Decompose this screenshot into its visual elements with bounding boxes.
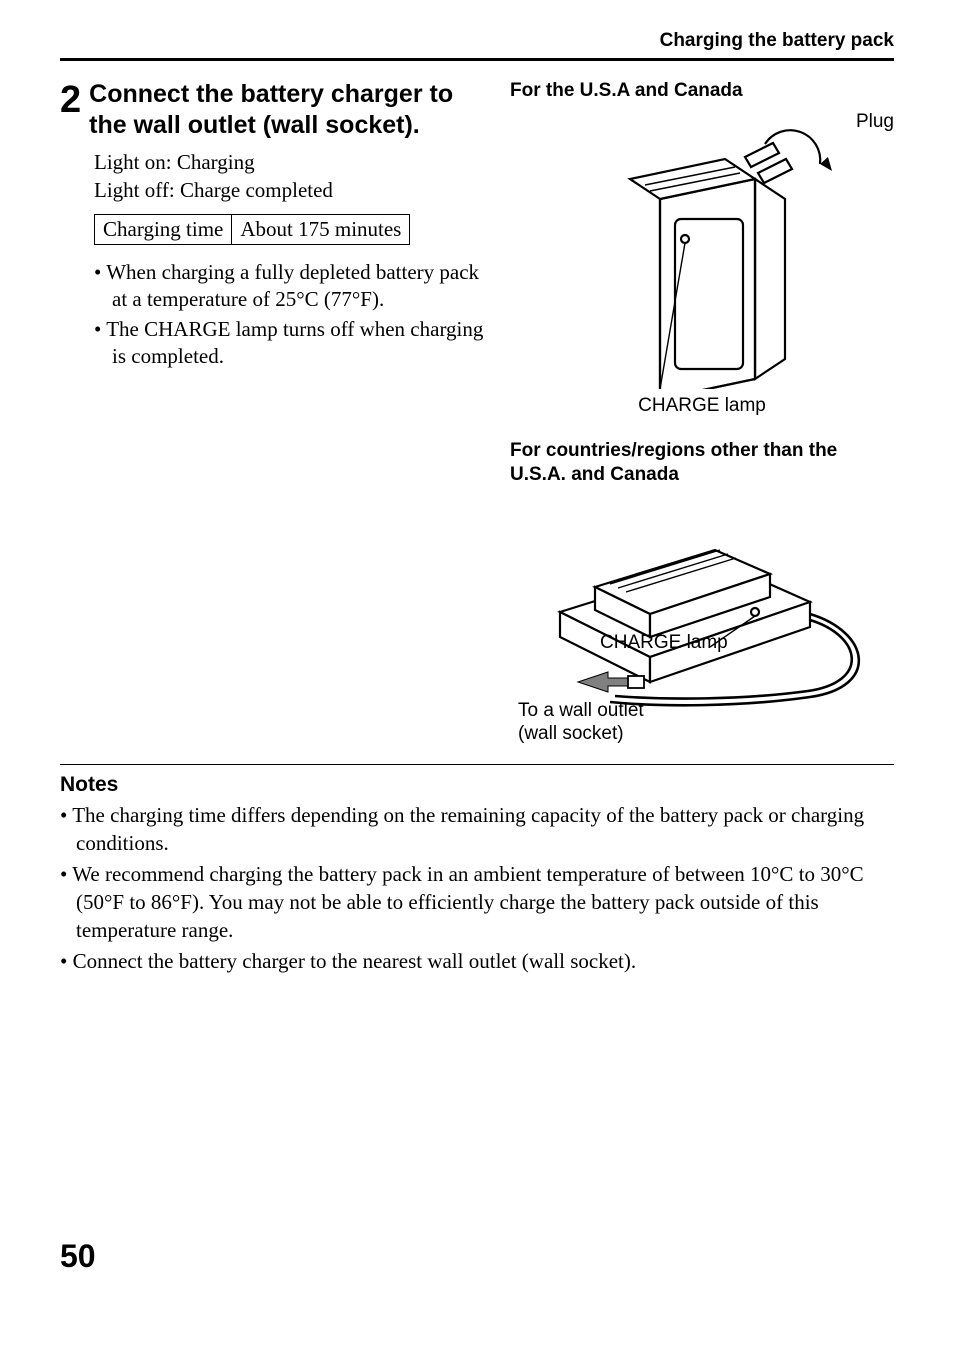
figure-1-wrap: Plug bbox=[510, 109, 894, 417]
charging-time-label: Charging time bbox=[95, 215, 232, 245]
section-2: For countries/regions other than the U.S… bbox=[510, 439, 894, 746]
charging-time-value: About 175 minutes bbox=[232, 215, 410, 245]
wall-outlet-line2: (wall socket) bbox=[518, 723, 624, 744]
notes-list: The charging time differs depending on t… bbox=[60, 801, 894, 975]
notes-rule bbox=[60, 764, 894, 765]
region-heading-other: For countries/regions other than the U.S… bbox=[510, 439, 894, 487]
main-two-column: 2 Connect the battery charger to the wal… bbox=[60, 79, 894, 746]
charging-time-table: Charging time About 175 minutes bbox=[94, 214, 410, 245]
light-off-text: Light off: Charge completed bbox=[94, 176, 490, 204]
step-bullets: When charging a fully depleted battery p… bbox=[94, 259, 490, 370]
charger-illustration-usa bbox=[510, 109, 870, 389]
charge-lamp-label-2: CHARGE lamp bbox=[600, 632, 728, 654]
step-title: Connect the battery charger to the wall … bbox=[89, 79, 490, 142]
region-heading-usa: For the U.S.A and Canada bbox=[510, 79, 894, 103]
light-on-text: Light on: Charging bbox=[94, 148, 490, 176]
table-row: Charging time About 175 minutes bbox=[95, 215, 410, 245]
step-number: 2 bbox=[60, 79, 81, 119]
figure-2-wrap: CHARGE lamp bbox=[510, 492, 894, 722]
header-rule bbox=[60, 58, 894, 61]
list-item: When charging a fully depleted battery p… bbox=[94, 259, 490, 314]
notes-heading: Notes bbox=[60, 773, 894, 797]
list-item: The CHARGE lamp turns off when charging … bbox=[94, 316, 490, 371]
plug-label: Plug bbox=[856, 109, 894, 133]
left-column: 2 Connect the battery charger to the wal… bbox=[60, 79, 490, 746]
right-column: For the U.S.A and Canada Plug bbox=[510, 79, 894, 746]
running-header: Charging the battery pack bbox=[60, 30, 894, 52]
section-1-header-row: For the U.S.A and Canada bbox=[510, 79, 894, 103]
step-row: 2 Connect the battery charger to the wal… bbox=[60, 79, 490, 142]
charge-lamp-label-1: CHARGE lamp bbox=[510, 395, 894, 417]
page-number: 50 bbox=[60, 1238, 96, 1275]
list-item: Connect the battery charger to the neare… bbox=[60, 947, 894, 975]
arrow-left-icon bbox=[578, 672, 630, 692]
list-item: We recommend charging the battery pack i… bbox=[60, 860, 894, 945]
list-item: The charging time differs depending on t… bbox=[60, 801, 894, 858]
charger-illustration-other bbox=[510, 492, 890, 722]
